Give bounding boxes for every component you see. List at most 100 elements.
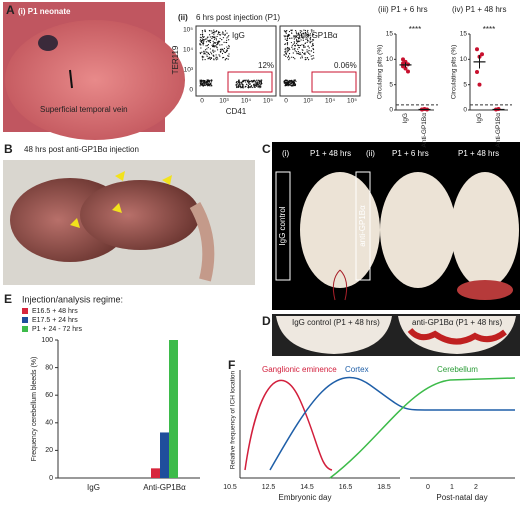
flow-event xyxy=(222,50,225,52)
flow-event xyxy=(293,42,296,44)
flow-event xyxy=(309,37,311,39)
flow-event xyxy=(288,47,290,49)
flow-event xyxy=(291,37,293,39)
flow-event xyxy=(311,45,313,47)
flow-y-tick: 10⁵ xyxy=(183,27,193,34)
flow-event xyxy=(295,80,297,82)
subpanel-title: P1 + 6 hrs xyxy=(392,149,429,158)
flow-event xyxy=(294,37,296,39)
flow-event xyxy=(202,44,204,46)
flow-event xyxy=(286,84,288,86)
flow-event xyxy=(285,32,287,34)
flow-event xyxy=(302,32,304,34)
flow-event xyxy=(305,38,307,40)
y-tick-label: 60 xyxy=(45,392,53,399)
flow-event xyxy=(295,36,297,38)
subpanel-label: (ii) xyxy=(178,13,188,22)
flow-event xyxy=(215,37,217,39)
flow-event xyxy=(306,31,308,33)
flow-event xyxy=(226,46,228,48)
flow-event xyxy=(292,43,294,45)
flow-event xyxy=(258,79,260,81)
axis-label: Circulating plts (%) xyxy=(377,45,384,100)
flow-event xyxy=(204,30,206,32)
flow-event xyxy=(313,30,315,32)
flow-event xyxy=(313,51,315,53)
percentage: 0.06% xyxy=(334,61,357,70)
flow-event xyxy=(293,41,295,43)
axis-label: Circulating plts (%) xyxy=(451,45,458,100)
flow-event xyxy=(301,57,303,59)
flow-event xyxy=(215,45,217,47)
flow-event xyxy=(201,31,204,33)
flow-event xyxy=(250,86,252,89)
flow-event xyxy=(199,38,202,40)
flow-event xyxy=(202,84,204,87)
flow-event xyxy=(249,86,251,88)
flow-event xyxy=(221,48,224,50)
flow-event xyxy=(301,44,303,46)
flow-event xyxy=(210,83,212,85)
flow-event xyxy=(213,36,215,39)
flow-event xyxy=(302,49,304,51)
flow-event xyxy=(284,38,286,40)
flow-event xyxy=(257,81,259,83)
flow-event xyxy=(224,51,227,54)
flow-event xyxy=(215,54,217,56)
flow-plot xyxy=(279,25,361,97)
brain xyxy=(451,172,519,288)
flow-event xyxy=(299,40,301,42)
flow-event xyxy=(306,41,308,43)
flow-event xyxy=(219,44,221,46)
flow-event xyxy=(289,82,291,84)
flow-event xyxy=(214,45,216,47)
flow-event xyxy=(221,44,223,46)
flow-event xyxy=(206,38,208,40)
subpanel-label: (i) xyxy=(282,149,289,158)
flow-event xyxy=(294,50,296,52)
flow-event xyxy=(309,40,311,42)
flow-event xyxy=(297,48,299,50)
flow-event xyxy=(311,40,313,43)
curve-label: Cortex xyxy=(345,365,369,374)
flow-event xyxy=(225,41,227,44)
flow-event xyxy=(284,31,286,33)
legend-title: Injection/analysis regime: xyxy=(22,294,123,304)
flow-event xyxy=(301,51,304,54)
subpanel-label: (ii) xyxy=(366,149,375,158)
axis-label: CD41 xyxy=(226,107,247,116)
flow-event xyxy=(202,80,205,82)
flow-event xyxy=(298,33,300,35)
flow-event xyxy=(294,84,296,86)
flow-event xyxy=(288,85,290,87)
flow-event xyxy=(260,84,262,86)
flow-event xyxy=(252,83,255,85)
flow-event xyxy=(222,31,224,34)
flow-event xyxy=(222,37,225,39)
flow-event xyxy=(288,83,290,85)
flow-event xyxy=(300,30,303,32)
flow-event xyxy=(296,41,299,43)
pup-tail xyxy=(189,202,215,282)
flow-event xyxy=(291,79,293,82)
flow-event xyxy=(286,83,288,85)
flow-event xyxy=(299,30,301,32)
flow-event xyxy=(287,82,289,84)
flow-event xyxy=(214,42,216,44)
flow-plot xyxy=(195,25,277,97)
y-tick-label: 5 xyxy=(389,81,393,88)
curve-label: Ganglionic eminence xyxy=(262,365,337,374)
flow-event xyxy=(291,45,293,47)
flow-event xyxy=(216,49,219,51)
flow-event xyxy=(304,31,307,34)
flow-event xyxy=(215,56,217,58)
flow-event xyxy=(201,51,203,53)
flow-event xyxy=(295,31,297,33)
flow-event xyxy=(211,85,213,87)
panel-label: F xyxy=(228,358,235,372)
arrow xyxy=(69,69,73,89)
panel-label: E xyxy=(4,292,12,306)
flow-event xyxy=(219,50,222,52)
flow-event xyxy=(291,46,293,48)
flow-event xyxy=(255,79,258,81)
